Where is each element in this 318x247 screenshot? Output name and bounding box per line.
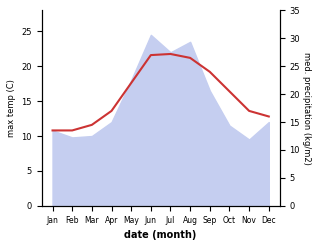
Y-axis label: max temp (C): max temp (C) (7, 79, 16, 137)
X-axis label: date (month): date (month) (124, 230, 197, 240)
Y-axis label: med. precipitation (kg/m2): med. precipitation (kg/m2) (302, 52, 311, 165)
